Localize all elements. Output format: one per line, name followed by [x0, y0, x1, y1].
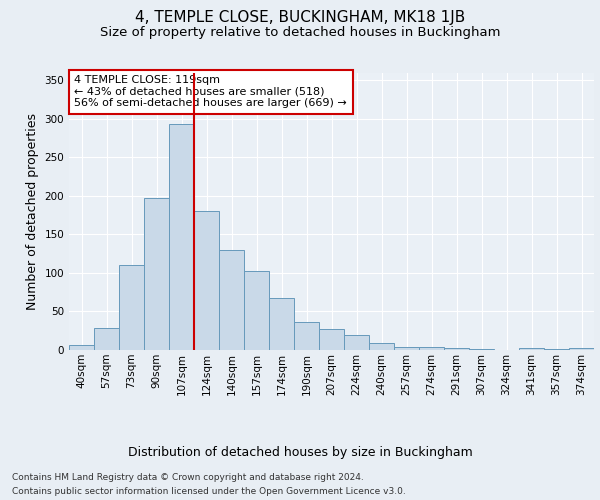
Bar	[319, 329, 344, 350]
Bar	[519, 348, 544, 350]
Text: Size of property relative to detached houses in Buckingham: Size of property relative to detached ho…	[100, 26, 500, 39]
Bar	[469, 349, 494, 350]
Bar	[419, 347, 444, 350]
Bar	[69, 346, 94, 350]
Bar	[569, 348, 594, 350]
Bar	[269, 298, 294, 350]
Bar	[544, 349, 569, 350]
Text: 4, TEMPLE CLOSE, BUCKINGHAM, MK18 1JB: 4, TEMPLE CLOSE, BUCKINGHAM, MK18 1JB	[135, 10, 465, 25]
Bar	[369, 343, 394, 350]
Bar	[294, 322, 319, 350]
Bar	[219, 250, 244, 350]
Bar	[194, 211, 219, 350]
Bar	[394, 347, 419, 350]
Bar	[144, 198, 169, 350]
Bar	[94, 328, 119, 350]
Bar	[119, 265, 144, 350]
Y-axis label: Number of detached properties: Number of detached properties	[26, 113, 39, 310]
Bar	[244, 272, 269, 350]
Bar	[169, 124, 194, 350]
Text: Contains public sector information licensed under the Open Government Licence v3: Contains public sector information licen…	[12, 486, 406, 496]
Bar	[344, 334, 369, 350]
Text: Distribution of detached houses by size in Buckingham: Distribution of detached houses by size …	[128, 446, 472, 459]
Text: Contains HM Land Registry data © Crown copyright and database right 2024.: Contains HM Land Registry data © Crown c…	[12, 473, 364, 482]
Text: 4 TEMPLE CLOSE: 119sqm
← 43% of detached houses are smaller (518)
56% of semi-de: 4 TEMPLE CLOSE: 119sqm ← 43% of detached…	[74, 76, 347, 108]
Bar	[444, 348, 469, 350]
